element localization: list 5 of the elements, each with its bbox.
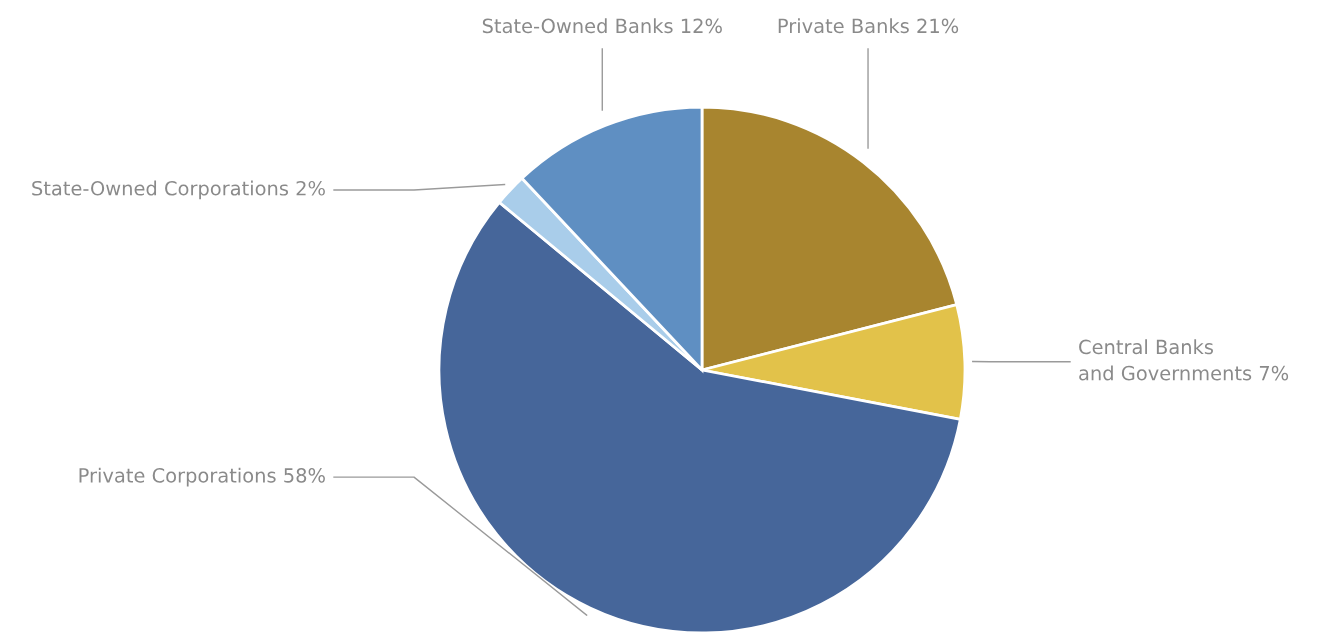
slice-label: State-Owned Banks 12%	[482, 18, 722, 34]
slice-label: Central Banks and Governments 7%	[1079, 339, 1289, 381]
slice-label: State-Owned Corporations 2%	[32, 180, 325, 200]
slice-label: Private Corporations 58%	[79, 467, 325, 487]
slice-label: Private Banks 21%	[778, 18, 959, 34]
